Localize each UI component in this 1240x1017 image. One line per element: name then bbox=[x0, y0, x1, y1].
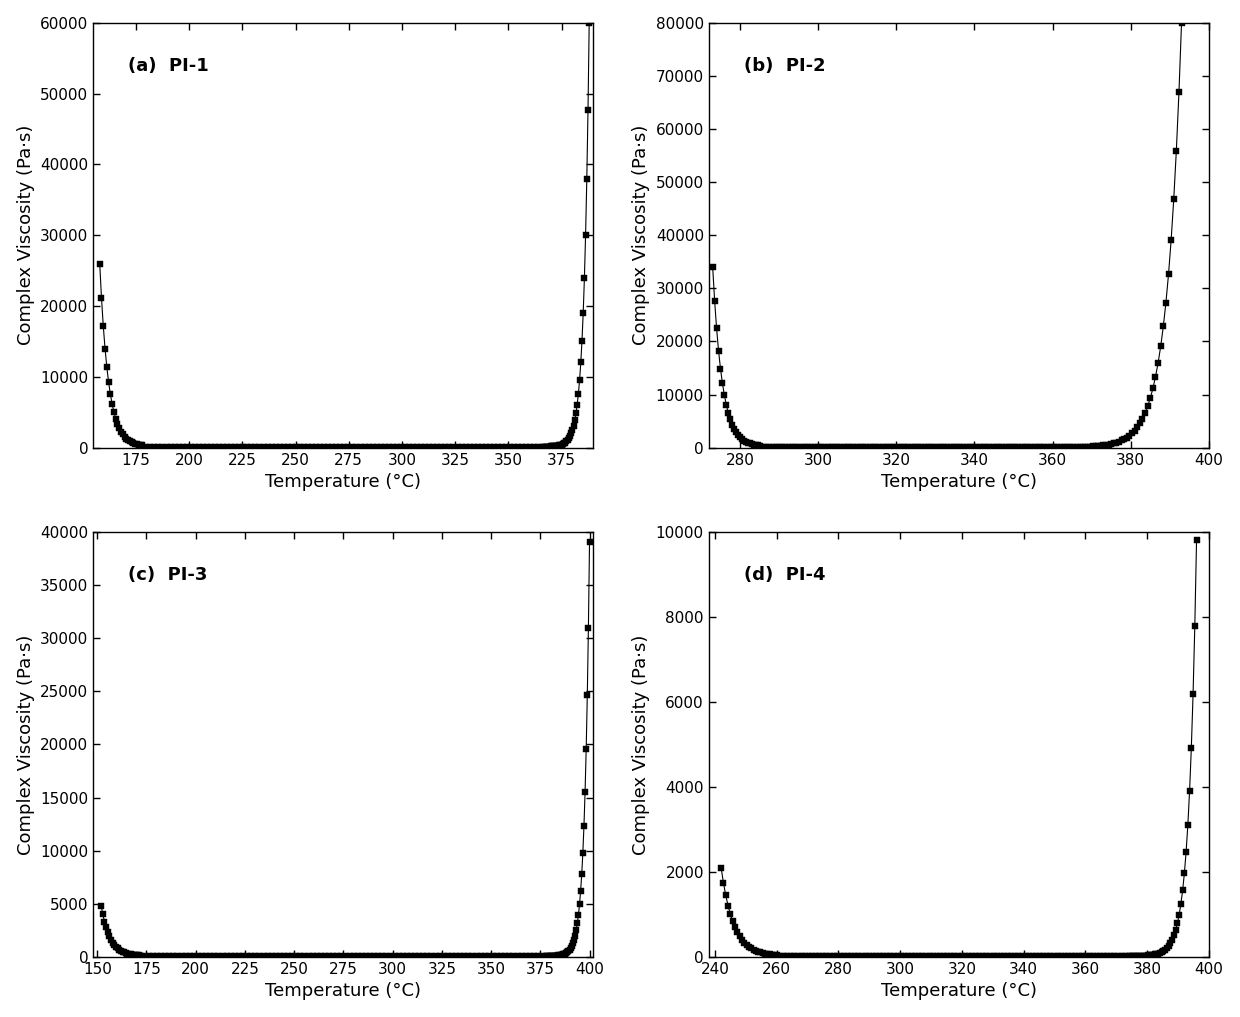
Y-axis label: Complex Viscosity (Pa·s): Complex Viscosity (Pa·s) bbox=[16, 635, 35, 854]
X-axis label: Temperature (°C): Temperature (°C) bbox=[880, 982, 1037, 1001]
Y-axis label: Complex Viscosity (Pa·s): Complex Viscosity (Pa·s) bbox=[632, 125, 650, 346]
Text: (d)  PI-4: (d) PI-4 bbox=[744, 565, 826, 584]
Y-axis label: Complex Viscosity (Pa·s): Complex Viscosity (Pa·s) bbox=[16, 125, 35, 346]
X-axis label: Temperature (°C): Temperature (°C) bbox=[880, 473, 1037, 491]
Text: (b)  PI-2: (b) PI-2 bbox=[744, 57, 826, 74]
X-axis label: Temperature (°C): Temperature (°C) bbox=[265, 982, 422, 1001]
X-axis label: Temperature (°C): Temperature (°C) bbox=[265, 473, 422, 491]
Y-axis label: Complex Viscosity (Pa·s): Complex Viscosity (Pa·s) bbox=[632, 635, 650, 854]
Text: (a)  PI-1: (a) PI-1 bbox=[129, 57, 210, 74]
Text: (c)  PI-3: (c) PI-3 bbox=[129, 565, 208, 584]
